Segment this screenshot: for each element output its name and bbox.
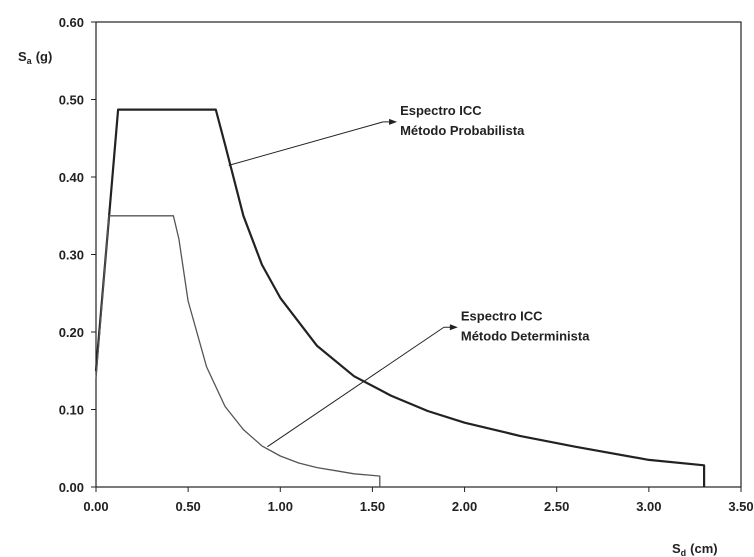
plot-area: [95, 21, 742, 488]
y-axis-ticks: 0.00 0.10 0.20 0.30 0.40 0.50 0.60: [59, 15, 96, 495]
y-tick-label: 0.20: [59, 325, 84, 340]
y-axis-label: Sa (g): [18, 49, 52, 66]
x-axis-label-unit: (cm): [690, 541, 717, 556]
annotation-label-line: Espectro ICC: [400, 103, 482, 118]
annotation-label-line: Método Determinista: [461, 328, 590, 343]
x-axis-ticks: 0.00 0.50 1.00 1.50 2.00 2.50 3.00 3.50: [83, 487, 754, 514]
x-tick-label: 0.00: [83, 499, 108, 514]
x-axis-label-sub: d: [681, 548, 687, 557]
y-tick-label: 0.30: [59, 248, 84, 263]
y-axis-label-main: S: [18, 49, 27, 64]
y-tick-label: 0.50: [59, 93, 84, 108]
series-group: [94, 108, 706, 487]
x-tick-label: 1.00: [268, 499, 293, 514]
annotation-leader-line: [228, 121, 384, 166]
annotation-arrowhead: [449, 324, 458, 331]
annotation-label-line: Espectro ICC: [461, 308, 543, 323]
series-line-probabilista: [94, 108, 706, 487]
y-axis-label-sub: a: [27, 56, 33, 66]
annotations-group: Espectro ICC Método Probabilista Espectro …: [228, 103, 590, 448]
x-tick-label: 2.00: [452, 499, 477, 514]
y-axis-label-unit: (g): [36, 49, 53, 64]
x-tick-label: 1.50: [360, 499, 385, 514]
x-axis-label-main: S: [672, 541, 681, 556]
annotation-leader-line: [267, 326, 445, 448]
annotation-arrowhead: [389, 118, 398, 125]
x-tick-label: 2.50: [544, 499, 569, 514]
y-tick-label: 0.10: [59, 403, 84, 418]
series-line-determinista: [95, 215, 381, 487]
x-tick-label: 0.50: [175, 499, 200, 514]
y-tick-label: 0.40: [59, 170, 84, 185]
x-tick-label: 3.50: [728, 499, 753, 514]
x-tick-label: 3.00: [636, 499, 661, 514]
y-tick-label: 0.00: [59, 480, 84, 495]
y-tick-label: 0.60: [59, 15, 84, 30]
x-axis-label: Sd (cm): [672, 541, 718, 557]
annotation-label-line: Método Probabilista: [400, 123, 525, 138]
